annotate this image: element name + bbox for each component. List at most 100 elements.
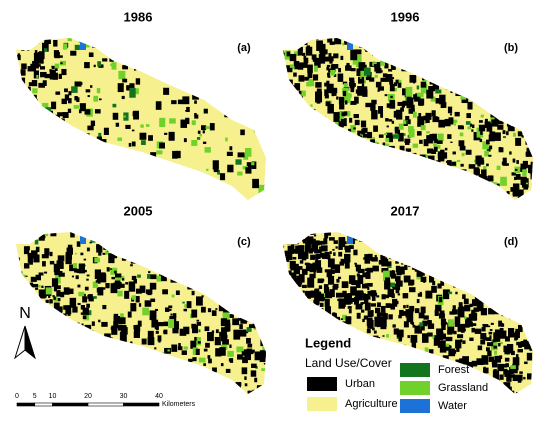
patch — [407, 232, 415, 239]
patch — [88, 52, 94, 58]
patch — [392, 232, 399, 236]
patch — [520, 242, 524, 246]
patch — [45, 186, 50, 191]
patch — [467, 126, 472, 130]
patch — [70, 232, 75, 238]
patch — [291, 233, 296, 239]
patch — [409, 233, 416, 241]
patch — [453, 330, 457, 335]
patch — [55, 67, 58, 72]
patch — [131, 141, 136, 147]
patch — [22, 122, 28, 131]
patch — [433, 116, 438, 121]
patch — [352, 161, 357, 166]
patch — [389, 371, 393, 377]
patch — [148, 182, 152, 187]
patch — [12, 126, 15, 129]
patch — [381, 258, 389, 267]
patch — [377, 89, 380, 92]
scale-segment — [123, 402, 160, 407]
patch — [505, 294, 512, 301]
patch — [387, 380, 392, 384]
patch — [212, 160, 219, 170]
patch — [530, 266, 533, 271]
patch — [72, 306, 78, 313]
patch — [424, 175, 427, 177]
patch — [342, 303, 346, 307]
patch — [525, 286, 531, 294]
patch — [237, 152, 245, 158]
patch — [96, 225, 99, 227]
patch — [331, 64, 339, 69]
patch — [172, 150, 178, 159]
patch — [402, 167, 408, 173]
patch — [519, 371, 523, 374]
patch — [329, 251, 332, 255]
patch — [35, 246, 40, 253]
patch — [528, 298, 533, 304]
patch — [108, 337, 113, 342]
patch — [203, 363, 206, 366]
patch — [528, 38, 533, 41]
patch — [16, 115, 20, 121]
patch — [302, 315, 310, 326]
patch — [50, 232, 57, 237]
patch — [184, 304, 187, 308]
patch — [429, 273, 433, 279]
patch — [276, 195, 280, 200]
patch — [492, 310, 500, 315]
patch — [9, 174, 14, 178]
patch — [490, 182, 497, 193]
patch — [86, 139, 94, 145]
patch — [423, 52, 430, 57]
patch — [392, 324, 396, 328]
patch — [241, 85, 246, 91]
patch — [485, 253, 492, 259]
patch — [378, 52, 382, 56]
patch — [8, 188, 11, 193]
patch — [278, 34, 280, 35]
patch — [183, 346, 188, 350]
patch — [393, 328, 399, 335]
patch — [392, 298, 398, 307]
patch — [429, 134, 435, 141]
patch — [411, 322, 415, 325]
patch — [150, 351, 154, 353]
patch — [407, 335, 410, 339]
patch — [221, 334, 228, 339]
patch — [157, 372, 163, 377]
patch — [361, 128, 366, 135]
patch — [129, 87, 136, 98]
patch — [457, 307, 465, 318]
patch — [454, 53, 459, 57]
patch — [66, 387, 71, 390]
patch — [355, 159, 363, 166]
patch — [337, 385, 342, 391]
patch — [409, 199, 414, 200]
patch — [36, 171, 43, 177]
patch — [16, 134, 18, 140]
patch — [405, 234, 410, 240]
patch — [348, 155, 354, 161]
patch — [34, 169, 39, 173]
patch — [229, 386, 233, 389]
patch — [529, 326, 532, 329]
patch — [35, 187, 42, 196]
patch — [513, 132, 516, 137]
patch — [471, 360, 478, 367]
patch — [437, 133, 444, 142]
patch — [298, 313, 303, 316]
patch — [204, 236, 211, 247]
patch — [122, 236, 126, 241]
patch — [502, 387, 506, 392]
patch — [323, 129, 327, 133]
patch — [327, 83, 334, 94]
patch — [63, 324, 70, 334]
patch — [372, 327, 375, 331]
patch — [88, 349, 92, 353]
patch — [482, 285, 490, 290]
patch — [328, 34, 330, 37]
patch — [160, 376, 164, 381]
patch — [362, 296, 366, 301]
patch — [414, 96, 420, 102]
